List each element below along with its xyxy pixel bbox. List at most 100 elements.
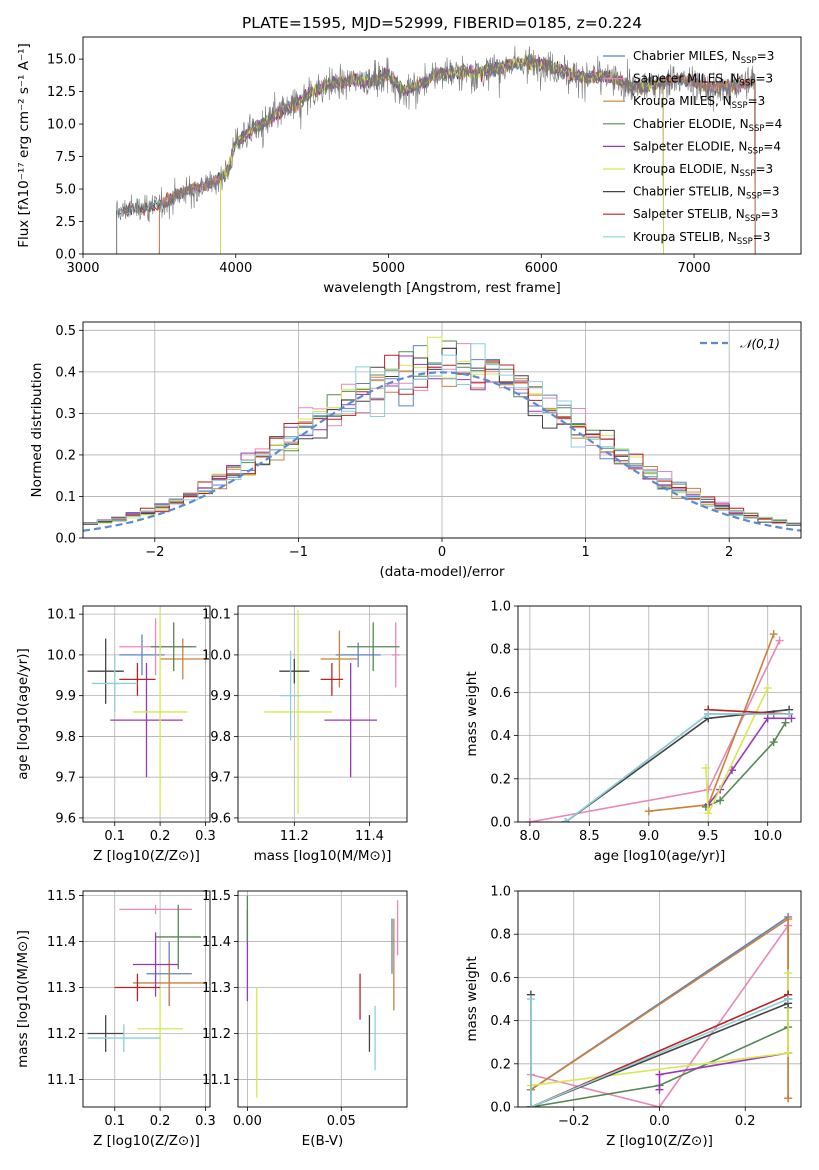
mass-weight-marker: [775, 636, 784, 645]
mass-weight-marker: [769, 630, 778, 639]
y-tick-label: 5.0: [55, 183, 76, 198]
legend-model-name: Kroupa MILES, N: [633, 94, 732, 108]
mass-weight-marker: [655, 1070, 664, 1079]
x-tick-label: 2: [725, 545, 733, 560]
legend-nssp: =3: [748, 94, 766, 108]
y-tick-label: 9.8: [210, 730, 231, 745]
x-tick-label: 0.3: [195, 1114, 216, 1129]
plot-area: [87, 904, 206, 1071]
legend-subscript: SSP: [741, 56, 757, 66]
y-tick-label: 11.3: [47, 981, 76, 996]
legend-model-name: Salpeter ELODIE, N: [633, 139, 747, 153]
y-tick-label: 11.5: [202, 889, 231, 904]
legend-nssp: =3: [753, 230, 771, 244]
y-tick-label: 0.3: [55, 407, 76, 422]
x-tick-label: 0.00: [233, 1114, 262, 1129]
axes-frame: [82, 605, 211, 823]
y-tick-label: 0.4: [55, 365, 76, 380]
x-tick-label: 11.4: [355, 829, 384, 844]
x-tick-label: 0.1: [104, 829, 125, 844]
mass-weight-marker: [704, 710, 713, 718]
model-spectrum-line: [220, 55, 664, 254]
axes-frame: [237, 605, 408, 823]
y-tick-label: 9.8: [55, 730, 76, 745]
y-axis-label: mass weight: [464, 671, 480, 756]
legend-nssp: =3: [757, 49, 775, 63]
x-tick-label: 1: [581, 545, 589, 560]
y-tick-label: 11.2: [47, 1027, 76, 1042]
gaussian-legend-label: 𝒩(0,1): [740, 337, 780, 351]
legend-subscript: SSP: [732, 101, 748, 111]
legend-subscript: SSP: [737, 237, 753, 247]
plot-area: [264, 610, 400, 814]
y-tick-label: 11.1: [202, 1073, 231, 1088]
y-tick-label: 11.5: [47, 889, 76, 904]
y-tick-label: 0.0: [490, 816, 511, 831]
y-tick-label: 1.0: [490, 885, 511, 900]
x-tick-label: 0.2: [735, 1114, 756, 1129]
mass-weight-line: [530, 998, 789, 1107]
panel-residuals: −2 −1 0 1 2 0.0 0.1 0.2 0.3 0.4 0.5 (data-model)/er…: [29, 321, 802, 580]
legend-label: Chabrier STELIB, NSSP=3: [633, 185, 780, 202]
legend-label: Kroupa STELIB, NSSP=3: [633, 230, 771, 247]
legend-nssp: =3: [761, 207, 779, 221]
y-tick-label: 11.4: [47, 935, 76, 950]
y-tick-label: 0.6: [490, 971, 511, 986]
y-tick-label: 0.1: [55, 490, 76, 505]
x-tick-label: 8.5: [579, 829, 600, 844]
legend-label: Kroupa ELODIE, NSSP=3: [633, 162, 773, 179]
legend-model-name: Chabrier ELODIE, N: [633, 117, 749, 131]
y-tick-label: 10.0: [47, 118, 76, 133]
legend-model-name: Kroupa ELODIE, N: [633, 162, 740, 176]
legend-nssp: =3: [755, 162, 773, 176]
legend-nssp: =3: [762, 185, 780, 199]
mass-weight-marker: [784, 969, 793, 978]
y-tick-label: 10.1: [202, 608, 231, 623]
axes-frame: [82, 36, 802, 255]
observed-spectrum-line: [116, 45, 756, 254]
mass-weight-marker: [701, 764, 710, 772]
mass-weight-marker: [784, 995, 793, 1003]
y-tick-label: 0.2: [490, 772, 511, 787]
y-tick-label: 10.0: [202, 648, 231, 663]
x-tick-label: 0.05: [327, 1114, 356, 1129]
x-tick-label: 6000: [525, 261, 558, 276]
model-spectrum-line: [220, 54, 664, 254]
y-tick-label: 9.9: [55, 689, 76, 704]
x-axis-label: E(B-V): [302, 1133, 344, 1149]
mass-weight-marker: [525, 818, 534, 822]
y-tick-label: 0.2: [55, 448, 76, 463]
y-tick-label: 15.0: [47, 53, 76, 68]
mass-weight-line: [658, 1052, 789, 1090]
mass-weight-marker: [769, 738, 778, 747]
mass-weight-marker: [526, 995, 535, 1003]
axes-frame: [237, 890, 408, 1108]
y-tick-label: 9.6: [210, 811, 231, 826]
x-tick-label: −1: [289, 545, 308, 560]
legend-label: Salpeter ELODIE, NSSP=4: [633, 139, 781, 156]
y-tick-label: 0.4: [490, 729, 511, 744]
panel-mass-weight-vs-age: 8.0 8.5 9.0 9.5 10.0 0.0 0.2 0.4 0.6 0.8 1.0 age [l…: [464, 600, 802, 864]
y-tick-label: 0.5: [55, 324, 76, 339]
x-tick-label: 0.1: [104, 1114, 125, 1129]
y-tick-label: 9.7: [210, 771, 231, 786]
panel-age-vs-Z: 0.1 0.2 0.3 9.6 9.7 9.8 9.9 10.0 10.1 Z [log10(Z/…: [15, 605, 216, 864]
legend-model-name: Salpeter STELIB, N: [633, 207, 745, 221]
panel-age-vs-mass: 11.2 11.4 9.6 9.7 9.8 9.9 10.0 10.1 mass [log10(…: [202, 605, 408, 864]
legend-nssp: =3: [755, 72, 773, 86]
x-tick-label: 0.0: [649, 1114, 670, 1129]
mass-weight-marker: [784, 915, 793, 924]
x-tick-label: 0.3: [195, 829, 216, 844]
legend-label: Kroupa MILES, NSSP=3: [633, 94, 765, 111]
panel-mass-weight-vs-Z: −0.2 0.0 0.2 0.0 0.2 0.4 0.6 0.8 1.0 Z [log10(Z/Z…: [464, 885, 802, 1149]
y-tick-label: 1.0: [490, 600, 511, 615]
y-tick-label: 11.2: [202, 1027, 231, 1042]
plot-area: [246, 895, 399, 1098]
mass-weight-marker: [784, 1094, 793, 1103]
legend-model-name: Chabrier STELIB, N: [633, 185, 746, 199]
x-tick-label: 9.0: [638, 829, 659, 844]
mass-weight-line: [565, 713, 774, 822]
y-tick-label: 11.3: [202, 981, 231, 996]
